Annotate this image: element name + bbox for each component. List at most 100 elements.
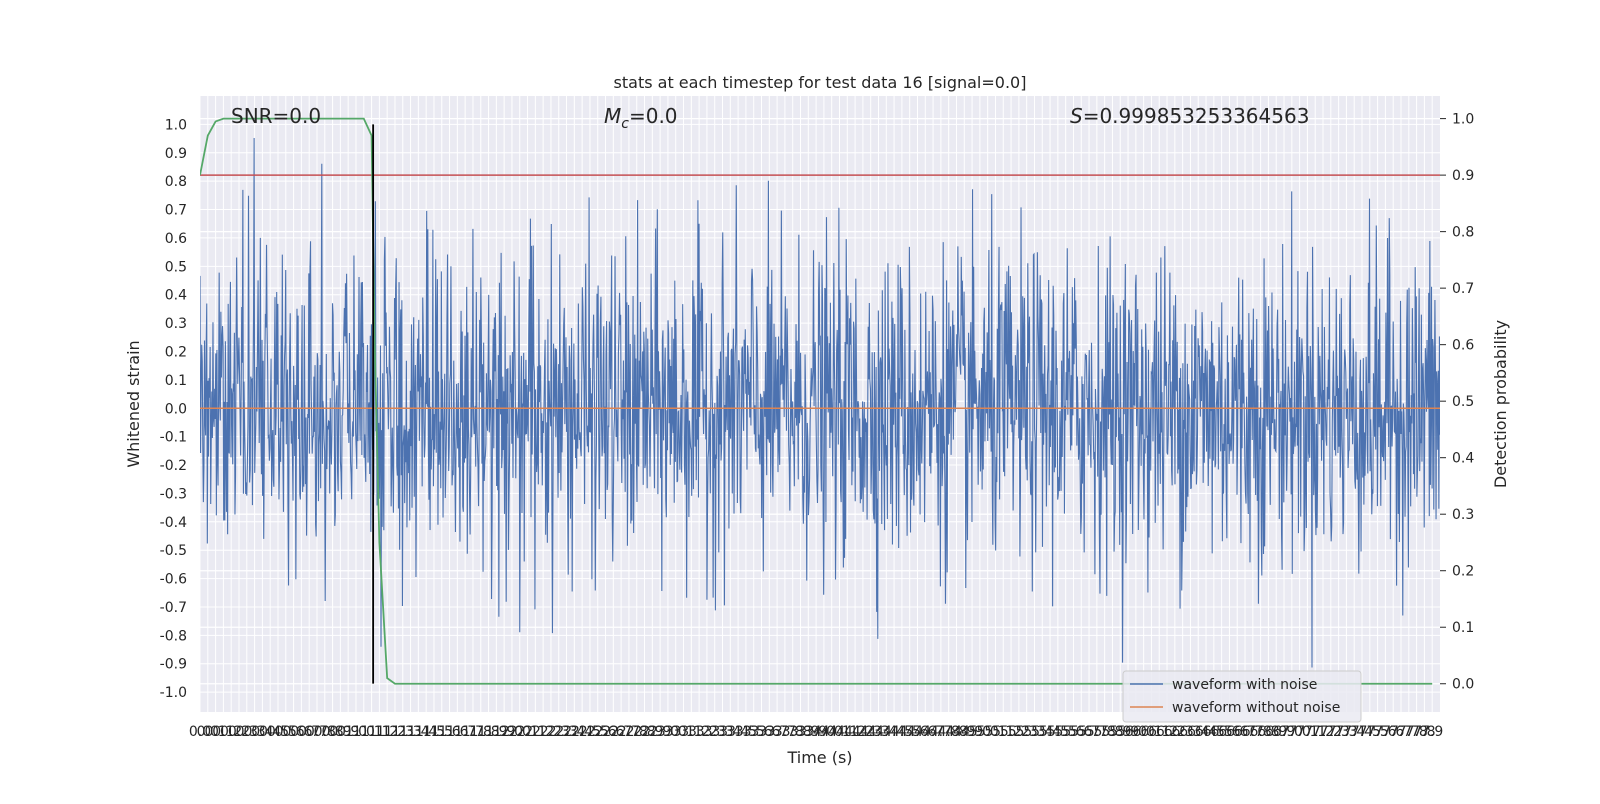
x-tick-label: 2.1 bbox=[516, 724, 538, 740]
x-tick-label: 1.9 bbox=[493, 724, 515, 740]
x-tick-label: 5.2 bbox=[1000, 724, 1022, 740]
x-tick-label: 2.3 bbox=[548, 724, 570, 740]
x-tick-label: 7.8 bbox=[1405, 724, 1427, 740]
annotation-mc-symbol: M bbox=[604, 104, 621, 128]
x-tick-label: 7.6 bbox=[1374, 724, 1396, 740]
x-tick-label: 3.9 bbox=[805, 724, 827, 740]
chart-title: stats at each timestep for test data 16 … bbox=[614, 73, 1027, 92]
y-tick-label-right: 0.9 bbox=[1452, 168, 1474, 184]
x-tick-label: 4.8 bbox=[945, 724, 967, 740]
x-tick-label: 1.2 bbox=[384, 724, 406, 740]
x-tick-label: 6.1 bbox=[1140, 724, 1162, 740]
x-tick-label: 6.6 bbox=[1226, 724, 1248, 740]
x-tick-label: 3.4 bbox=[727, 724, 749, 740]
x-tick-label: 4.6 bbox=[906, 724, 928, 740]
x-tick-label: 1.3 bbox=[392, 724, 414, 740]
annotation-mc-subscript: c bbox=[621, 116, 629, 132]
x-tick-label: 3.6 bbox=[750, 724, 772, 740]
x-tick-label: 6.6 bbox=[1218, 724, 1240, 740]
x-tick-label: 1.0 bbox=[353, 724, 375, 740]
x-tick-label: 1.8 bbox=[477, 724, 499, 740]
y-tick-label-left: -0.9 bbox=[160, 657, 187, 673]
x-tick-label: 6.7 bbox=[1242, 724, 1264, 740]
y-tick-label-right: 0.6 bbox=[1452, 338, 1474, 354]
x-tick-label: 5.1 bbox=[984, 724, 1006, 740]
x-tick-label: 4.9 bbox=[961, 724, 983, 740]
annotation-snr: SNR=0.0 bbox=[231, 104, 321, 128]
y-tick-label-right: 1.0 bbox=[1452, 112, 1474, 128]
x-tick-label: 4.5 bbox=[891, 724, 913, 740]
x-tick-label: 5.3 bbox=[1023, 724, 1045, 740]
x-tick-label: 4.0 bbox=[813, 724, 835, 740]
legend-label-waveform-without-noise: waveform without noise bbox=[1172, 700, 1340, 716]
x-tick-label: 3.0 bbox=[657, 724, 679, 740]
x-tick-label: 3.2 bbox=[688, 724, 710, 740]
y-tick-label-left: 0.7 bbox=[165, 203, 187, 219]
y-axis-left-label: Whitened strain bbox=[124, 340, 143, 467]
y-tick-label-right: 0.1 bbox=[1452, 620, 1474, 636]
y-axis-right-ticks: 0.0 0.1 0.2 0.3 0.4 0.5 0.6 0.7 0.8 0.9 1.0 bbox=[1440, 112, 1474, 693]
series-line-waveform-with-noise bbox=[200, 137, 1440, 668]
x-tick-label: 0.9 bbox=[337, 724, 359, 740]
x-tick-label: 7.6 bbox=[1382, 724, 1404, 740]
x-tick-label: 1.3 bbox=[399, 724, 421, 740]
x-tick-label: 6.9 bbox=[1273, 724, 1295, 740]
x-tick-label: 3.6 bbox=[758, 724, 780, 740]
x-tick-label: 4.8 bbox=[938, 724, 960, 740]
y-tick-label-left: -0.8 bbox=[160, 628, 187, 644]
x-tick-label: 6.9 bbox=[1265, 724, 1287, 740]
x-tick-label: 7.7 bbox=[1398, 724, 1420, 740]
x-tick-label: 5.5 bbox=[1055, 724, 1077, 740]
x-tick-label: 2.6 bbox=[594, 724, 616, 740]
y-tick-label-right: 0.5 bbox=[1452, 394, 1474, 410]
annotation-s: S=0.999853253364563 bbox=[1070, 104, 1309, 128]
x-tick-label: 6.8 bbox=[1249, 724, 1271, 740]
y-tick-label-right: 0.4 bbox=[1452, 451, 1474, 467]
x-tick-label: 4.6 bbox=[914, 724, 936, 740]
y-tick-label-left: 0.5 bbox=[165, 259, 187, 275]
x-tick-label: 5.6 bbox=[1062, 724, 1084, 740]
x-tick-label: 2.9 bbox=[641, 724, 663, 740]
x-tick-label: 2.2 bbox=[540, 724, 562, 740]
x-tick-label: 2.9 bbox=[649, 724, 671, 740]
x-tick-label: 4.7 bbox=[930, 724, 952, 740]
y-tick-label-left: -0.6 bbox=[160, 572, 187, 588]
x-tick-label: 1.5 bbox=[423, 724, 445, 740]
x-tick-label: 6.2 bbox=[1164, 724, 1186, 740]
y-tick-label-left: 0.6 bbox=[165, 231, 187, 247]
x-tick-label: 0.2 bbox=[228, 724, 250, 740]
x-tick-label: 1.5 bbox=[431, 724, 453, 740]
x-tick-label: 7.5 bbox=[1366, 724, 1388, 740]
y-tick-label-right: 0.0 bbox=[1452, 677, 1474, 693]
x-tick-label: 2.8 bbox=[633, 724, 655, 740]
x-tick-label: 7.1 bbox=[1296, 724, 1318, 740]
x-tick-label: 3.1 bbox=[680, 724, 702, 740]
x-tick-label: 1.1 bbox=[360, 724, 382, 740]
y-tick-label-right: 0.8 bbox=[1452, 225, 1474, 241]
x-axis-ticks: 0.00.00.10.10.20.20.30.30.40.40.50.50.60… bbox=[189, 724, 1443, 740]
annotation-mc: Mc=0.0 bbox=[604, 104, 678, 132]
x-tick-label: 1.1 bbox=[368, 724, 390, 740]
x-tick-label: 6.7 bbox=[1234, 724, 1256, 740]
x-tick-label: 5.9 bbox=[1109, 724, 1131, 740]
x-tick-label: 4.1 bbox=[828, 724, 850, 740]
x-tick-label: 6.4 bbox=[1195, 724, 1217, 740]
y-tick-label-left: 1.0 bbox=[165, 117, 187, 133]
x-tick-label: 0.4 bbox=[259, 724, 281, 740]
x-tick-label: 4.3 bbox=[867, 724, 889, 740]
x-tick-label: 0.8 bbox=[314, 724, 336, 740]
x-tick-label: 4.3 bbox=[860, 724, 882, 740]
series-waveform-with-noise bbox=[200, 137, 1440, 668]
x-tick-label: 5.8 bbox=[1101, 724, 1123, 740]
x-tick-label: 3.7 bbox=[774, 724, 796, 740]
x-tick-label: 1.4 bbox=[415, 724, 437, 740]
y-tick-label-left: 0.0 bbox=[165, 401, 187, 417]
x-tick-label: 2.5 bbox=[579, 724, 601, 740]
x-tick-label: 4.1 bbox=[836, 724, 858, 740]
x-tick-label: 1.9 bbox=[485, 724, 507, 740]
x-tick-label: 5.8 bbox=[1094, 724, 1116, 740]
x-tick-label: 7.8 bbox=[1413, 724, 1435, 740]
x-tick-label: 3.8 bbox=[789, 724, 811, 740]
